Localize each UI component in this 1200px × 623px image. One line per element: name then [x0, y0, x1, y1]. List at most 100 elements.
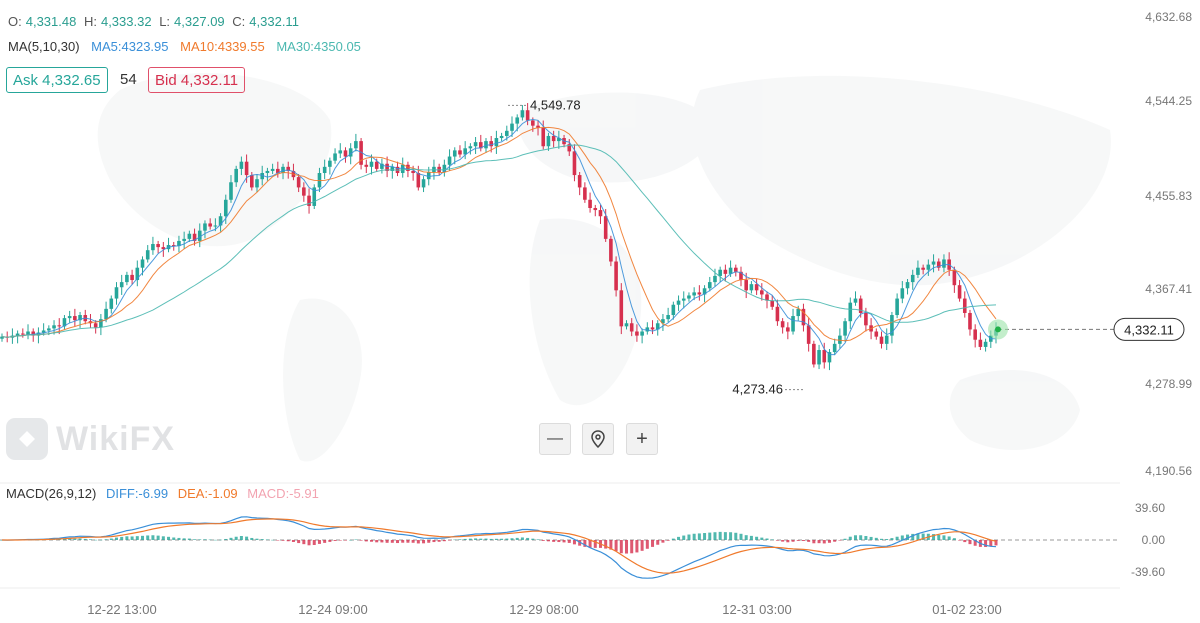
continent-shape-5: [949, 370, 1080, 450]
macd-bar: [723, 532, 727, 540]
continent-shape-0: [97, 73, 332, 247]
candle-body: [187, 233, 192, 239]
macd-bar: [380, 540, 384, 543]
candle-body: [723, 269, 728, 274]
candle-body: [707, 282, 712, 289]
zoom-out-button[interactable]: —: [539, 423, 571, 455]
macd-bar: [354, 539, 358, 540]
price-axis-tick-4: 4,278.99: [1145, 377, 1192, 391]
macd-bar: [109, 538, 113, 540]
candle-body: [255, 179, 259, 188]
candle-body: [208, 223, 212, 227]
time-axis-tick-3: 12-31 03:00: [722, 602, 791, 617]
macd-bar: [833, 540, 837, 542]
macd-bar: [546, 540, 550, 542]
macd-bar: [375, 540, 379, 543]
last-price-badge: [1113, 317, 1185, 341]
macd-bar: [68, 538, 72, 540]
macd-bar: [874, 537, 878, 540]
candle-body: [281, 166, 285, 174]
candle-body: [234, 168, 238, 183]
logo-icon: [6, 418, 48, 460]
spread-value: 54: [120, 71, 137, 88]
macd-bar: [989, 540, 993, 547]
time-axis-tick-0: 12-22 13:00: [87, 602, 156, 617]
locate-button[interactable]: [582, 423, 614, 455]
macd-bar: [104, 539, 108, 540]
minus-icon: —: [547, 430, 563, 447]
macd-bar: [786, 540, 790, 543]
candle-body: [936, 261, 941, 268]
macd-bar: [708, 532, 712, 540]
candle-body: [588, 199, 592, 209]
macd-bar: [73, 538, 77, 540]
macd-bar: [245, 536, 249, 540]
candle-body: [853, 298, 858, 303]
macd-value: MACD:-5.91: [247, 486, 319, 501]
candle-body: [218, 216, 223, 226]
macd-bar: [120, 536, 124, 540]
bid-price-button[interactable]: Bid 4,332.11: [148, 67, 246, 93]
macd-bar: [130, 536, 134, 540]
candle-body: [614, 261, 618, 291]
candle-body: [510, 123, 514, 131]
candle-body: [942, 259, 946, 268]
macd-bar: [317, 540, 321, 544]
candle-body: [874, 331, 879, 337]
macd-bar: [885, 539, 889, 540]
high-value: 4,333.32: [100, 14, 152, 29]
macd-bar: [83, 538, 87, 540]
candle-body: [973, 329, 977, 340]
candle-body: [442, 164, 447, 172]
macd-bar: [489, 538, 493, 540]
candle-body: [458, 150, 462, 155]
macd-bar: [906, 534, 910, 540]
open-label: O:: [8, 14, 22, 29]
close-value: 4,332.11: [249, 14, 299, 29]
candle-body: [369, 161, 374, 167]
candle-body: [411, 170, 415, 174]
low-marker-label: 4,273.46: [732, 382, 783, 397]
zoom-in-button[interactable]: +: [626, 423, 658, 455]
dea-line: [2, 518, 997, 574]
candle-body: [801, 308, 806, 326]
candle-body: [463, 148, 467, 155]
macd-bar: [500, 538, 504, 540]
macd-bar: [614, 540, 618, 552]
candle-body: [322, 166, 327, 174]
candle-body: [531, 120, 535, 126]
continent-shape-2: [518, 92, 720, 183]
macd-bar: [62, 538, 66, 540]
candle-body: [426, 171, 431, 180]
candle-body: [307, 195, 311, 206]
macd-bar: [203, 539, 207, 540]
macd-bar: [963, 540, 967, 543]
macd-bar: [156, 535, 160, 540]
macd-bar: [703, 533, 707, 540]
macd-bar: [952, 538, 956, 540]
candle-body: [681, 298, 686, 301]
macd-bar: [234, 536, 238, 540]
candle-body: [822, 350, 827, 363]
continent-shape-3: [529, 218, 642, 406]
macd-bar: [817, 540, 821, 544]
candle-body: [926, 264, 931, 270]
candle-body: [104, 308, 108, 320]
candle-body: [26, 331, 30, 335]
macd-bar: [859, 535, 863, 540]
candle-body: [957, 285, 962, 299]
macd-bar: [135, 536, 139, 540]
macd-bar: [958, 540, 962, 541]
ask-price-button[interactable]: Ask 4,332.65: [6, 67, 108, 93]
macd-bar: [224, 538, 228, 540]
candle-body: [879, 336, 884, 344]
ma5-value: MA5:4323.95: [91, 39, 169, 54]
candle-body: [260, 173, 265, 180]
macd-bar: [552, 540, 556, 542]
candle-body: [473, 142, 478, 147]
macd-bar: [494, 538, 498, 540]
macd-bar: [937, 534, 941, 540]
candle-body: [93, 323, 98, 328]
macd-bar: [271, 539, 275, 541]
